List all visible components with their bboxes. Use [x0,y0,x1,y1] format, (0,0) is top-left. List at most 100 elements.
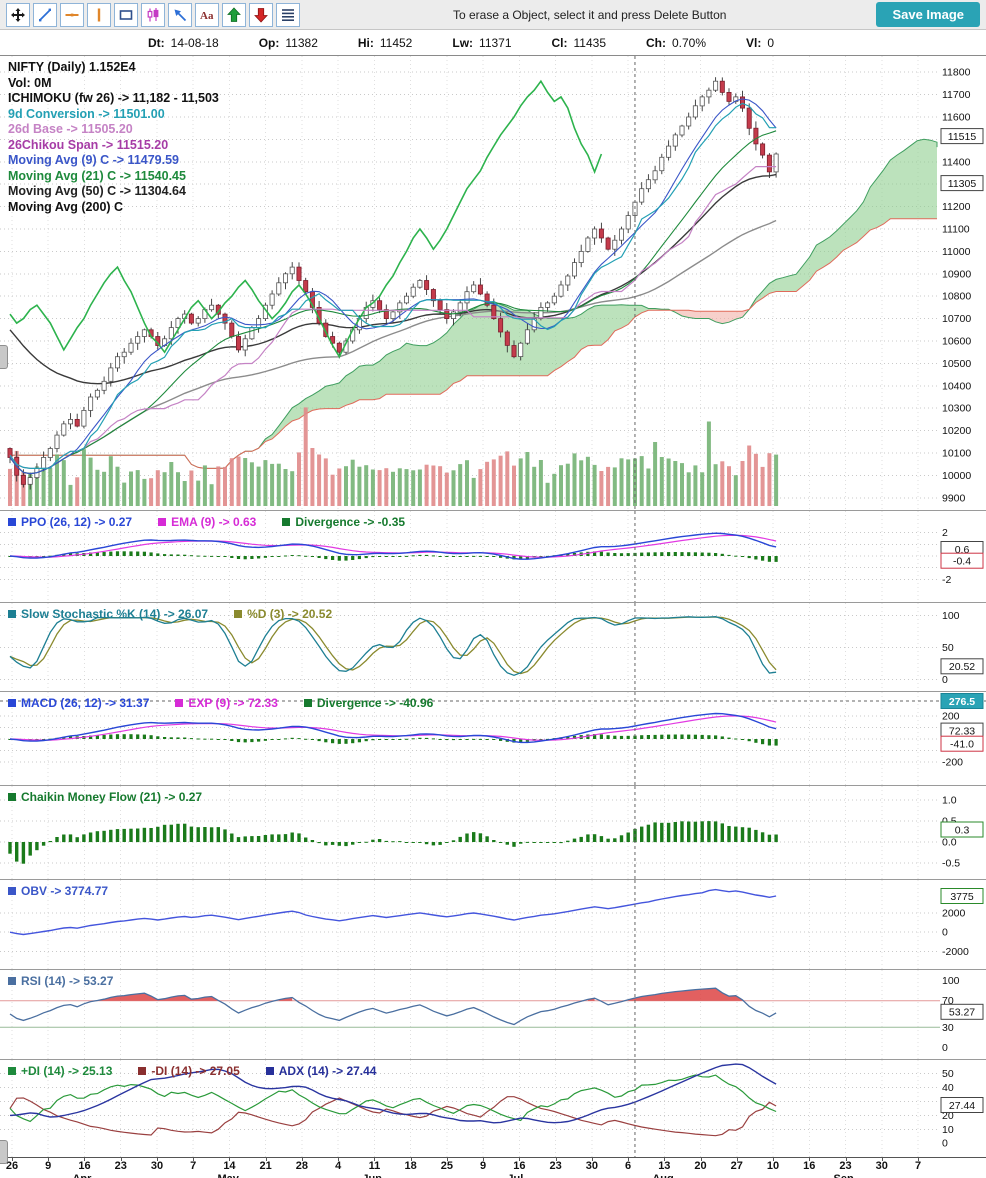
gridlines [11,970,919,1059]
svg-text:10700: 10700 [942,313,971,325]
x-tick-label: 9 [472,1158,494,1172]
arrow-tool[interactable] [168,2,192,27]
quote-infobar: Dt: 14-08-18 Op: 11382 Hi: 11452 Lw: 11371 C… [0,30,986,56]
x-tick-label: 30 [871,1158,893,1172]
senkou-b-line [10,218,937,469]
trendline-tool[interactable] [33,2,57,27]
gridlines [0,880,940,969]
axis-badge [940,128,984,145]
panel-ppo[interactable]: 2 -2 0.6 -0.4 PPO (26, 12) -> 0.27 EMA (9) … [0,510,986,602]
svg-text:10800: 10800 [942,291,971,303]
cloud-bearish [675,309,750,324]
svg-text:11600: 11600 [942,112,971,124]
save-image-button[interactable]: Save Image [876,2,980,27]
svg-text:3775: 3775 [950,891,974,903]
svg-text:1.0: 1.0 [942,795,957,807]
panel-macd[interactable]: 200 -200 72.33 -41.0 276.5 MACD (26, 12) -> … [0,691,986,785]
gridlines [0,786,940,879]
arrow-up-marker-tool[interactable] [222,2,246,27]
macd-plot[interactable]: 200 -200 72.33 -41.0 276.5 [0,692,986,785]
panel-rsi[interactable]: 100 70 30 0 53.27 RSI (14) -> 53.27 [0,969,986,1059]
x-tick-label: 6 [617,1158,639,1172]
move-tool[interactable] [6,2,30,27]
x-tick-label: 16 [73,1158,95,1172]
arrow-down-icon [254,7,268,23]
x-tick-label: 23 [835,1158,857,1172]
svg-text:2000: 2000 [942,908,966,920]
panel-adx[interactable]: 5040302010027.44 +DI (14) -> 25.13 -DI (… [0,1059,986,1157]
panel-obv[interactable]: 2000 0 -2000 3775 OBV -> 3774.77 [0,879,986,969]
svg-text:11100: 11100 [942,224,970,236]
main-plot[interactable]: 9900 10000 10100 10200 10300 10400 10500 10600 1… [0,56,986,510]
field-date: Dt: 14-08-18 [148,35,219,50]
x-tick-label: 30 [581,1158,603,1172]
x-month-label: May [217,1173,238,1178]
x-month-label: Aug [652,1173,673,1178]
candle-icon [147,7,159,21]
gridlines [0,603,940,691]
axis-badge [940,735,984,752]
adx-plot[interactable]: 5040302010027.44 [0,1060,986,1157]
obv-plot[interactable]: 2000 0 -2000 3775 [0,880,986,969]
axis-badge [940,1097,984,1113]
svg-text:10400: 10400 [942,380,971,392]
svg-text:-200: -200 [942,757,963,769]
field-volume: Vl: 0 [746,35,775,50]
toolbar-hint: To erase a Object, select it and press D… [452,7,727,22]
svg-text:0.0: 0.0 [942,837,957,849]
levels-tool[interactable] [276,2,300,27]
chart-stack: 9900 10000 10100 10200 10300 10400 10500 10600 1… [0,56,986,1178]
panel-resize-handle[interactable] [0,345,8,369]
hline-tool[interactable] [60,2,84,27]
panel-stochastic[interactable]: 100 50 0 20.52 Slow Stochastic %K (14) -> 2… [0,602,986,691]
svg-text:0: 0 [942,674,948,686]
y-axis-labels: 100 70 30 0 53.27 [940,975,984,1054]
vline-tool[interactable] [87,2,111,27]
svg-text:11400: 11400 [942,156,971,168]
ppo-plot[interactable]: 2-20.6-0.4 [0,511,986,602]
axis-badge [940,175,984,192]
volume-bars [8,407,779,506]
axis-badge [940,1003,984,1020]
svg-text:10200: 10200 [942,425,971,437]
svg-text:30: 30 [942,1022,954,1034]
svg-text:53.27: 53.27 [949,1007,975,1019]
stoch-plot[interactable]: 100 50 020.52 [0,603,986,691]
svg-text:-0.5: -0.5 [942,858,960,870]
candle-tool[interactable] [141,2,165,27]
cloud-bullish [749,139,937,310]
x-month-label: Jun [362,1173,382,1178]
panel-resize-handle[interactable] [0,1140,8,1164]
panel-chaikin-money-flow[interactable]: 1.00.50.0-0.50.3 Chaikin Money Flow (21)… [0,785,986,879]
x-tick-label: 18 [400,1158,422,1172]
svg-text:11200: 11200 [942,201,971,213]
axis-badge [940,658,984,675]
arrow-down-marker-tool[interactable] [249,2,273,27]
panel-main-price[interactable]: 9900 10000 10100 10200 10300 10400 10500 10600 1… [0,56,986,510]
svg-text:50: 50 [942,642,954,654]
svg-text:-41.0: -41.0 [950,739,974,751]
x-month-label: Sep [834,1173,854,1178]
hline-icon [65,13,79,16]
cmf-plot[interactable]: 1.00.50.0-0.50.3 [0,786,986,879]
svg-text:10300: 10300 [942,403,971,415]
svg-text:72.33: 72.33 [949,725,975,737]
text-tool[interactable]: Aa [195,2,219,27]
svg-text:10500: 10500 [942,358,971,370]
svg-text:-2000: -2000 [942,946,969,958]
move-icon [11,7,25,22]
x-tick-label: 10 [762,1158,784,1172]
axis-badge [940,888,984,904]
x-tick-label: 30 [146,1158,168,1172]
candles [7,77,779,490]
svg-text:11305: 11305 [948,178,977,190]
x-tick-label: 16 [508,1158,530,1172]
svg-text:10600: 10600 [942,336,971,348]
svg-text:40: 40 [942,1082,954,1094]
x-tick-label: 26 [1,1158,23,1172]
x-tick-label: 11 [363,1158,385,1172]
svg-text:11800: 11800 [942,67,971,79]
rect-tool[interactable] [114,2,138,27]
field-low: Lw: 11371 [452,35,512,50]
rsi-plot[interactable]: 100 70 30 0 53.27 [0,970,986,1059]
